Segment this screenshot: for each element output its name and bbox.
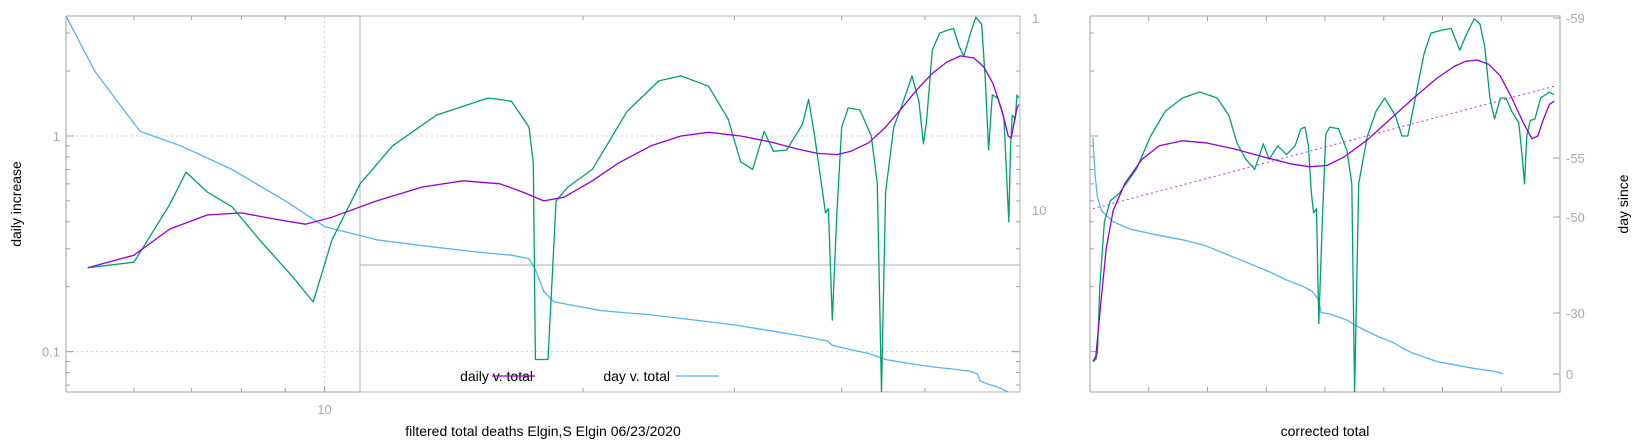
right-y-axis-label: day since (1615, 174, 1631, 233)
left-x-axis-label: filtered total deaths Elgin,S Elgin 06/2… (405, 423, 681, 439)
right-series-smoothed (1092, 59, 1555, 362)
right-series (1092, 17, 1555, 392)
left-series-smoothed (87, 55, 1020, 269)
y2-tick-label: 10 (1032, 203, 1046, 218)
right-series-day (1092, 137, 1504, 375)
left-grid (66, 16, 1020, 392)
right-plot-panel: -59 -55 -50 -30 0 corrected total day since (1089, 11, 1631, 439)
right-y2-tick-label: -59 (1566, 11, 1585, 26)
y2-tick-label: 1 (1032, 11, 1039, 26)
right-tick-marks (1090, 16, 1560, 392)
right-y2-tick-label: -30 (1566, 306, 1585, 321)
left-tick-marks (66, 16, 1020, 392)
right-tick-labels: -59 -55 -50 -30 0 (1566, 11, 1585, 382)
right-plot-frame (1089, 15, 1561, 393)
right-series-daily (1092, 17, 1555, 392)
left-plot-frame (65, 15, 1021, 393)
left-series-daily (87, 16, 1020, 392)
left-series-day (66, 16, 1009, 392)
right-x-axis-label: corrected total (1281, 423, 1370, 439)
legend-label-day: day v. total (603, 368, 670, 384)
right-y2-tick-label: -50 (1566, 210, 1585, 225)
inset-frame (359, 15, 1021, 393)
y-tick-label: 1 (53, 129, 60, 144)
right-y2-tick-label: 0 (1566, 367, 1573, 382)
left-series (66, 16, 1020, 392)
legend: daily v. total day v. total (460, 368, 719, 384)
left-y-axis-label: daily increase (8, 161, 24, 247)
left-plot-panel: 10 0.1 1 1 10 daily v. total day v. total fi… (8, 11, 1046, 439)
right-y2-tick-label: -55 (1566, 151, 1585, 166)
y-tick-label: 0.1 (42, 345, 60, 360)
left-tick-labels: 10 0.1 1 1 10 (42, 11, 1047, 417)
x-tick-label: 10 (317, 402, 331, 417)
